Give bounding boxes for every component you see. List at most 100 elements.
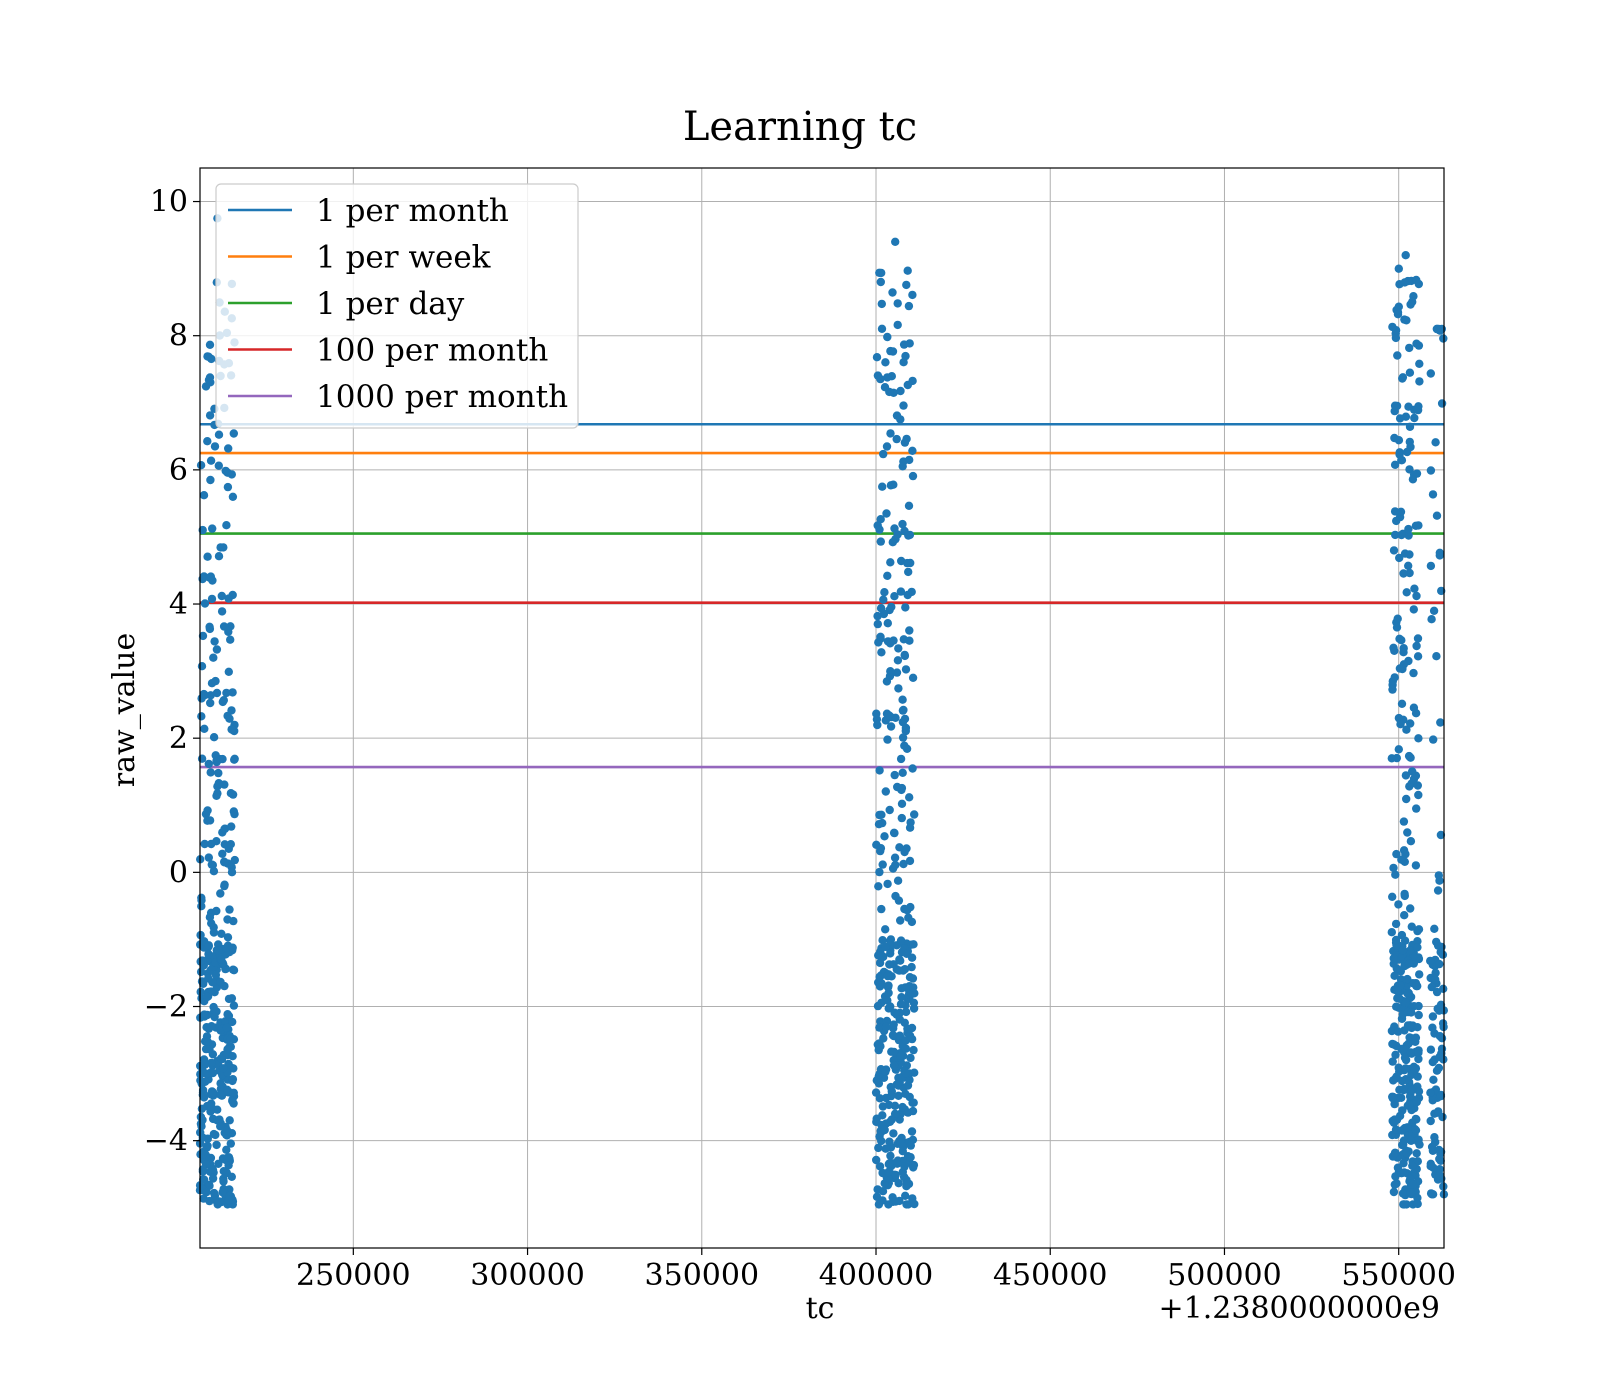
data-point (224, 1195, 233, 1205)
data-point (891, 1170, 900, 1180)
data-point (894, 1091, 903, 1101)
data-point (875, 810, 884, 820)
data-point (1407, 1086, 1417, 1095)
data-point (895, 1031, 904, 1040)
data-point (901, 1089, 910, 1099)
data-point (900, 651, 910, 661)
data-point (884, 1173, 893, 1183)
data-point (885, 1159, 894, 1168)
data-point (200, 724, 209, 733)
data-point (197, 754, 207, 763)
data-point (886, 1082, 895, 1092)
data-point (197, 662, 207, 671)
data-point (227, 470, 236, 479)
data-point (876, 632, 885, 641)
data-point (1400, 936, 1410, 945)
data-point (207, 860, 216, 869)
data-point (899, 340, 909, 349)
data-point (229, 1088, 238, 1098)
data-point (885, 805, 894, 815)
data-point (1401, 1055, 1411, 1065)
data-point (893, 320, 902, 330)
data-point (1397, 699, 1407, 708)
data-point (909, 1160, 919, 1170)
data-point (210, 1012, 219, 1022)
data-point (908, 974, 918, 983)
data-point (1388, 1039, 1397, 1049)
data-point (907, 1127, 917, 1136)
data-point (1431, 438, 1440, 447)
data-point (872, 709, 881, 718)
data-point (212, 906, 221, 916)
data-point (883, 971, 892, 981)
data-point (205, 1181, 214, 1191)
data-point (1397, 455, 1406, 465)
data-point (1431, 975, 1440, 984)
data-point (1405, 343, 1414, 353)
legend-label: 1000 per month (316, 379, 568, 415)
y-tick-label: −4 (144, 1124, 188, 1159)
data-point (888, 288, 897, 297)
data-point (1432, 511, 1442, 520)
data-point (886, 558, 895, 567)
data-point (1398, 1189, 1408, 1198)
data-point (875, 867, 884, 877)
data-point (1390, 971, 1399, 980)
data-point (218, 1188, 227, 1197)
data-point (897, 799, 907, 808)
data-point (1413, 634, 1423, 643)
data-point (906, 1141, 915, 1150)
data-point (895, 966, 904, 975)
data-point (210, 442, 220, 451)
data-point (218, 697, 227, 707)
data-point (883, 373, 892, 382)
data-point (203, 437, 212, 446)
data-point (1428, 1096, 1437, 1105)
data-point (1430, 924, 1439, 933)
data-point (200, 1060, 210, 1069)
data-point (894, 684, 903, 693)
data-point (197, 1104, 207, 1114)
data-point (209, 1002, 218, 1012)
data-point (878, 1187, 888, 1196)
data-point (1426, 1088, 1435, 1097)
data-point (1414, 1010, 1423, 1020)
data-point (1411, 861, 1421, 870)
data-point (209, 1129, 219, 1139)
data-point (205, 573, 214, 582)
data-point (898, 519, 907, 529)
data-point (1413, 1072, 1422, 1081)
data-point (228, 1075, 238, 1084)
data-point (883, 332, 892, 342)
data-point (209, 733, 219, 742)
data-point (197, 712, 206, 721)
data-point (198, 1149, 208, 1159)
data-point (1393, 614, 1402, 623)
data-point (871, 1088, 881, 1097)
data-point (1400, 891, 1410, 901)
data-point (898, 733, 908, 742)
data-point (1401, 998, 1411, 1007)
x-tick-label: 450000 (993, 1258, 1108, 1293)
y-tick-label: 2 (169, 721, 188, 756)
data-point (898, 768, 907, 777)
data-point (1390, 507, 1400, 516)
data-point (199, 491, 209, 500)
data-point (1413, 781, 1423, 790)
data-point (1436, 1000, 1446, 1009)
data-point (1406, 300, 1415, 309)
data-point (881, 925, 890, 934)
data-point (1395, 448, 1404, 457)
data-point (889, 1129, 898, 1138)
data-point (1398, 1076, 1407, 1086)
data-point (1397, 530, 1406, 540)
data-point (900, 1162, 909, 1171)
data-point (223, 1010, 232, 1019)
data-point (1426, 1116, 1435, 1126)
legend-label: 1 per week (316, 240, 491, 276)
plot-frame (199, 167, 1445, 1249)
y-tick-label: 6 (169, 453, 188, 488)
data-point (875, 525, 884, 534)
data-point (893, 656, 903, 665)
x-tick-label: 350000 (645, 1258, 760, 1293)
